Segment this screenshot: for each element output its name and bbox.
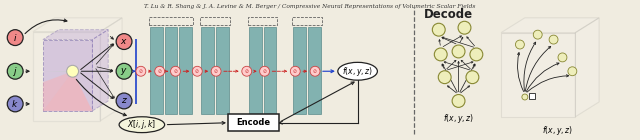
Bar — [150, 27, 163, 114]
Circle shape — [438, 71, 451, 84]
Bar — [201, 27, 214, 114]
Circle shape — [466, 71, 479, 84]
Circle shape — [171, 66, 180, 76]
FancyBboxPatch shape — [228, 114, 279, 131]
Circle shape — [7, 96, 23, 112]
Polygon shape — [43, 71, 92, 72]
Polygon shape — [33, 32, 100, 121]
Text: $\oslash$: $\oslash$ — [312, 67, 318, 75]
Circle shape — [452, 94, 465, 107]
Bar — [135, 39, 138, 104]
Polygon shape — [501, 33, 575, 117]
Text: $f(x,y,z)$: $f(x,y,z)$ — [443, 112, 474, 125]
Text: $k$: $k$ — [12, 98, 19, 109]
Bar — [200, 17, 230, 25]
Text: $i$: $i$ — [13, 32, 17, 43]
Circle shape — [7, 63, 23, 79]
Polygon shape — [501, 18, 599, 33]
Polygon shape — [43, 30, 108, 40]
Bar — [216, 27, 229, 114]
Bar — [293, 27, 306, 114]
Circle shape — [522, 94, 528, 100]
Text: $\oslash$: $\oslash$ — [292, 67, 298, 75]
Bar — [248, 17, 278, 25]
Circle shape — [558, 53, 567, 62]
Text: $j$: $j$ — [12, 65, 18, 78]
Bar — [529, 93, 535, 99]
Circle shape — [458, 21, 471, 34]
Text: $X[i,j,k]$: $X[i,j,k]$ — [127, 118, 157, 131]
Text: $\oslash$: $\oslash$ — [138, 67, 143, 75]
Circle shape — [116, 93, 132, 109]
Circle shape — [67, 65, 79, 77]
Polygon shape — [92, 30, 108, 111]
Circle shape — [568, 67, 577, 76]
Text: Decode: Decode — [424, 8, 473, 21]
Polygon shape — [575, 18, 599, 117]
Polygon shape — [43, 71, 92, 111]
Ellipse shape — [338, 62, 378, 80]
Polygon shape — [43, 71, 72, 111]
Text: T. Lu & R. Shang & J. A. Levine & M. Berger / Compressive Neural Representations: T. Lu & R. Shang & J. A. Levine & M. Ber… — [145, 4, 476, 9]
Circle shape — [7, 30, 23, 46]
Circle shape — [435, 48, 447, 61]
Circle shape — [211, 66, 221, 76]
Polygon shape — [43, 40, 92, 111]
Circle shape — [116, 63, 132, 79]
Circle shape — [155, 66, 164, 76]
Circle shape — [242, 66, 252, 76]
Bar — [249, 27, 262, 114]
Circle shape — [291, 66, 300, 76]
Circle shape — [116, 34, 132, 49]
Text: $z$: $z$ — [120, 96, 127, 105]
Bar — [308, 27, 321, 114]
Circle shape — [260, 66, 269, 76]
Text: $\oslash$: $\oslash$ — [157, 67, 163, 75]
Text: $y$: $y$ — [120, 66, 128, 77]
Bar — [148, 17, 193, 25]
Text: $\oslash$: $\oslash$ — [244, 67, 250, 75]
Ellipse shape — [119, 117, 164, 133]
Text: $f(x,y,z)$: $f(x,y,z)$ — [542, 124, 573, 137]
Text: $\oslash$: $\oslash$ — [173, 67, 179, 75]
Text: $\oslash$: $\oslash$ — [262, 67, 268, 75]
Bar — [164, 27, 177, 114]
Text: $\oslash$: $\oslash$ — [195, 67, 200, 75]
Circle shape — [433, 23, 445, 36]
Bar — [179, 27, 193, 114]
Bar — [264, 27, 276, 114]
Circle shape — [515, 40, 524, 49]
Circle shape — [193, 66, 202, 76]
Circle shape — [310, 66, 320, 76]
Circle shape — [549, 35, 558, 44]
Polygon shape — [33, 18, 122, 32]
Circle shape — [136, 66, 146, 76]
Polygon shape — [100, 18, 122, 121]
Circle shape — [452, 45, 465, 58]
Text: $f(x,y,z)$: $f(x,y,z)$ — [342, 65, 373, 78]
Text: Encode: Encode — [237, 118, 271, 127]
Circle shape — [470, 48, 483, 61]
Bar — [292, 17, 322, 25]
Text: $x$: $x$ — [120, 37, 128, 46]
Circle shape — [533, 30, 542, 39]
Text: $\oslash$: $\oslash$ — [213, 67, 219, 75]
